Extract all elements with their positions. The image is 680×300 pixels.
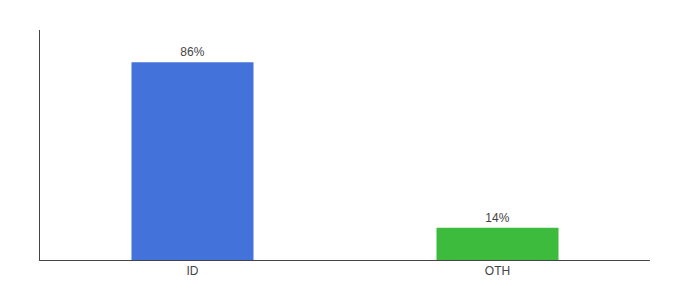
svg-text:14%: 14% <box>485 211 509 225</box>
svg-text:86%: 86% <box>180 45 204 59</box>
svg-text:OTH: OTH <box>485 264 510 278</box>
svg-text:ID: ID <box>187 264 199 278</box>
